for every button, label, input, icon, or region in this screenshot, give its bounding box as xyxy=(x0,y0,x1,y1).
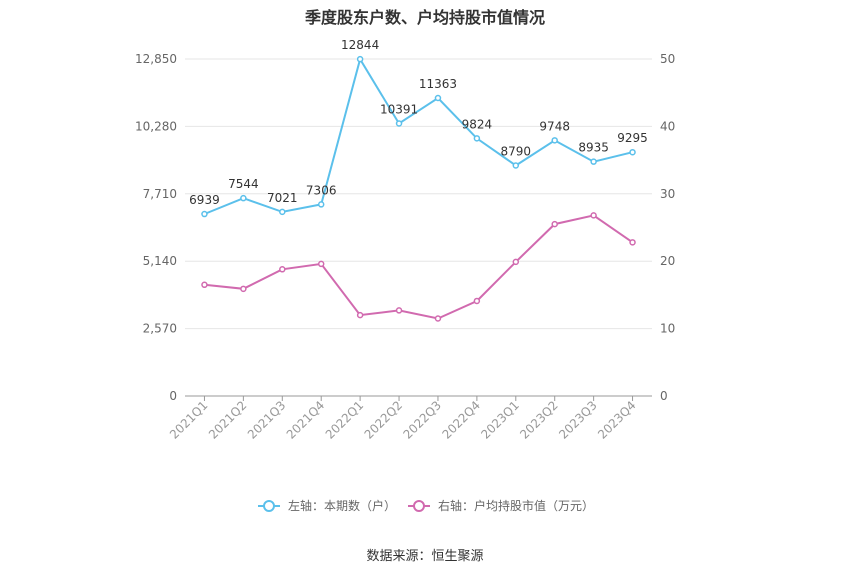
series-line-1 xyxy=(204,214,634,320)
x-axis: 2021Q12021Q22021Q32021Q42022Q12022Q22022… xyxy=(167,395,652,442)
data-point xyxy=(317,201,325,208)
legend: 左轴：本期数（户） 右轴：户均持股市值（万元） xyxy=(258,498,594,513)
left-tick-label: 2,570 xyxy=(143,322,177,336)
data-point xyxy=(201,281,208,289)
data-point xyxy=(434,94,442,102)
data-point xyxy=(512,162,520,169)
right-tick-label: 40 xyxy=(660,119,675,133)
x-tick-label: 2022Q3 xyxy=(401,398,445,442)
data-point xyxy=(473,135,481,142)
series-points xyxy=(201,55,636,322)
data-label: 7021 xyxy=(267,191,298,205)
data-point xyxy=(551,220,558,228)
gridlines xyxy=(185,58,652,330)
data-label: 11363 xyxy=(419,77,457,91)
legend-label: 左轴：本期数（户） xyxy=(288,498,396,513)
data-point xyxy=(551,137,558,144)
chart-title: 季度股东户数、户均持股市值情况 xyxy=(304,8,545,27)
data-point xyxy=(356,55,364,63)
data-point xyxy=(512,258,520,266)
data-source: 数据来源：恒生聚源 xyxy=(366,549,484,564)
right-tick-label: 10 xyxy=(660,322,675,336)
left-tick-label: 0 xyxy=(169,389,177,403)
data-point xyxy=(240,194,247,202)
data-point xyxy=(317,260,325,268)
left-tick-label: 5,140 xyxy=(143,254,177,268)
data-point xyxy=(590,158,597,165)
data-point xyxy=(395,307,403,314)
x-tick-label: 2021Q2 xyxy=(206,398,250,442)
right-tick-label: 20 xyxy=(660,254,675,268)
data-point xyxy=(356,311,364,319)
series-lines xyxy=(204,56,634,320)
data-label: 9824 xyxy=(462,117,493,131)
x-tick-label: 2023Q1 xyxy=(478,398,522,442)
data-point xyxy=(629,239,636,246)
right-axis-ticks: 0 10 20 30 40 50 xyxy=(660,52,675,403)
x-tick-label: 2021Q1 xyxy=(167,398,211,442)
right-tick-label: 30 xyxy=(660,187,675,201)
data-point xyxy=(434,315,442,322)
left-tick-label: 7,710 xyxy=(143,187,177,201)
legend-label: 右轴：户均持股市值（万元） xyxy=(438,498,594,513)
data-label: 10391 xyxy=(380,102,418,116)
data-point xyxy=(240,285,247,293)
data-point xyxy=(201,210,208,218)
series-line-0 xyxy=(204,56,633,215)
data-point xyxy=(629,148,636,156)
data-point xyxy=(473,297,481,305)
data-label: 7306 xyxy=(306,183,337,197)
data-label: 8790 xyxy=(501,144,532,158)
x-tick-label: 2022Q2 xyxy=(362,398,406,442)
x-tick-label: 2022Q4 xyxy=(439,398,483,442)
x-tick-label: 2023Q4 xyxy=(595,398,639,442)
data-label: 9295 xyxy=(617,131,648,145)
data-point xyxy=(590,212,597,219)
x-tick-label: 2022Q1 xyxy=(323,398,367,442)
x-tick-label: 2021Q4 xyxy=(284,398,328,442)
left-axis-ticks: 0 2,570 5,140 7,710 10,280 12,850 xyxy=(135,52,177,403)
data-point xyxy=(279,266,286,273)
data-label: 8935 xyxy=(578,141,609,155)
legend-marker xyxy=(263,500,275,512)
right-tick-label: 50 xyxy=(660,52,675,66)
data-label: 6939 xyxy=(189,193,220,207)
x-tick-label: 2023Q2 xyxy=(517,398,561,442)
legend-marker xyxy=(413,500,425,512)
data-point xyxy=(279,208,286,216)
data-label: 7544 xyxy=(228,177,259,191)
left-tick-label: 12,850 xyxy=(135,52,177,66)
x-tick-label: 2023Q3 xyxy=(556,398,600,442)
data-label: 12844 xyxy=(341,38,379,52)
left-tick-label: 10,280 xyxy=(135,119,177,133)
x-tick-label: 2021Q3 xyxy=(245,398,289,442)
data-point xyxy=(395,120,403,127)
data-label: 9748 xyxy=(539,119,570,133)
right-tick-label: 0 xyxy=(660,389,668,403)
